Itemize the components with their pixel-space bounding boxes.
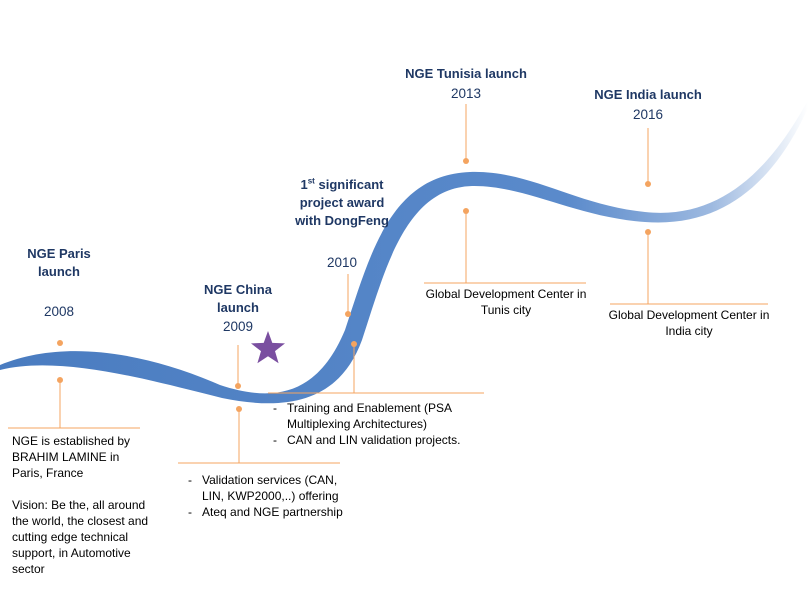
dongfeng-title-sup: st (307, 176, 315, 186)
milestone-china-year: 2009 (222, 319, 254, 334)
milestone-tunisia-description: Global Development Center in Tunis city (425, 287, 587, 317)
milestone-tunisia-year: 2013 (450, 86, 482, 101)
connector-india (610, 128, 768, 305)
connector-china (178, 345, 340, 464)
milestone-paris-title: NGE Paris launch (27, 246, 91, 279)
timeline-wave (0, 100, 808, 404)
dongfeng-desc-item: CAN and LIN validation projects. (273, 432, 483, 448)
china-desc-item: Validation services (CAN, LIN, KWP2000,.… (188, 472, 347, 504)
connector-tunisia (424, 104, 586, 284)
milestone-china-description: Validation services (CAN, LIN, KWP2000,.… (172, 472, 347, 520)
milestone-paris-year: 2008 (43, 304, 75, 319)
dongfeng-title-number: 1 (300, 177, 308, 192)
milestone-paris-description: NGE is established by BRAHIM LAMINE in P… (12, 433, 152, 577)
milestone-india-title: NGE India launch (594, 87, 702, 102)
milestone-china-title: NGE China launch (204, 282, 272, 315)
milestone-dongfeng-description: Training and Enablement (PSA Multiplexin… (273, 400, 483, 448)
milestone-tunisia-title: NGE Tunisia launch (405, 66, 527, 81)
china-desc-item: Ateq and NGE partnership (188, 504, 347, 520)
paris-vision-line: Vision: Be the, all around the world, th… (12, 498, 149, 576)
milestone-india-year: 2016 (632, 107, 664, 122)
dongfeng-title-text: significant project award with DongFeng (295, 177, 389, 228)
dongfeng-desc-item: Training and Enablement (PSA Multiplexin… (273, 400, 483, 432)
connector-paris (8, 340, 140, 429)
paris-desc-line: NGE is established by BRAHIM LAMINE in P… (12, 434, 131, 480)
milestone-dongfeng-title: 1st significant project award with DongF… (288, 176, 396, 230)
star-icon (251, 331, 285, 364)
milestone-india-description: Global Development Center in India city (608, 308, 770, 338)
milestone-dongfeng-year: 2010 (326, 255, 358, 270)
connector-dongfeng (268, 274, 484, 394)
